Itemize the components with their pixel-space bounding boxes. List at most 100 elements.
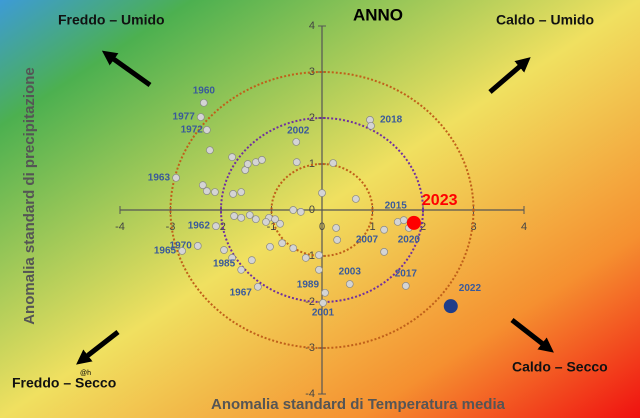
point: [229, 190, 237, 198]
point: [237, 188, 246, 196]
point-label: 1960: [193, 85, 216, 96]
point: [278, 239, 286, 247]
chart-title: ANNO: [353, 5, 403, 24]
point-label: 2017: [395, 269, 418, 280]
y-tick-label: -2: [305, 296, 315, 308]
point-label: 1967: [230, 287, 253, 298]
point-label: 2023: [422, 192, 458, 209]
point-label: 2007: [356, 234, 379, 245]
point-label: 2015: [385, 201, 408, 212]
point: [211, 188, 219, 196]
point-label: 1965: [154, 246, 177, 257]
point: [345, 280, 354, 288]
point: [172, 173, 180, 182]
point: [333, 236, 341, 244]
x-tick-label: 3: [470, 221, 476, 233]
x-tick-label: -2: [216, 221, 226, 233]
point-label: 1977: [173, 112, 196, 123]
point: [443, 299, 458, 314]
point: [178, 247, 186, 255]
point-label: 1972: [181, 125, 204, 136]
point: [237, 265, 246, 274]
point-label: 2002: [287, 126, 310, 137]
point-label: 1989: [297, 279, 320, 290]
point: [206, 146, 214, 155]
point: [254, 282, 262, 291]
point: [367, 121, 375, 130]
x-tick-label: 1: [369, 221, 375, 233]
y-axis-label: Anomalia standard di precipitazione: [21, 67, 38, 325]
point: [315, 265, 323, 274]
point: [289, 244, 298, 253]
point: [406, 215, 421, 230]
point-label: 1985: [213, 258, 236, 269]
point: [247, 256, 256, 264]
y-tick-label: -4: [305, 388, 315, 400]
point: [193, 242, 202, 250]
arrow: [101, 50, 152, 88]
point: [230, 212, 238, 220]
point: [220, 246, 228, 254]
point-label: 2003: [339, 267, 362, 278]
point: [301, 253, 310, 262]
point: [243, 160, 252, 168]
arrow: [76, 330, 120, 365]
point: [198, 181, 207, 190]
point: [271, 215, 279, 224]
point: [315, 251, 323, 259]
point: [321, 288, 329, 297]
corner-label: Caldo – Umido: [496, 12, 594, 28]
point: [266, 242, 274, 251]
point-label: 2018: [380, 114, 403, 125]
point: [401, 282, 410, 290]
point: [237, 213, 246, 222]
point: [292, 158, 301, 167]
point: [203, 187, 211, 195]
point: [228, 153, 236, 161]
reference-circle: [270, 163, 374, 257]
x-tick-label: -3: [166, 221, 176, 233]
point: [292, 138, 301, 146]
point: [212, 222, 220, 230]
reference-circle: [220, 117, 424, 303]
point: [258, 156, 266, 164]
point: [251, 215, 260, 224]
y-tick-label: -1: [305, 250, 315, 262]
point-label: 2022: [459, 283, 482, 294]
point-label: 2020: [398, 235, 421, 246]
arrow: [488, 57, 531, 94]
point: [380, 225, 388, 234]
point: [228, 253, 236, 262]
x-axis-label: Anomalia standard di Temperatura media: [211, 396, 506, 413]
point-label: 1963: [148, 172, 171, 183]
point-label: 1970: [170, 241, 193, 252]
y-tick-label: 0: [309, 204, 315, 216]
point: [199, 98, 208, 107]
point: [245, 211, 254, 219]
point-label: 1962: [188, 221, 211, 232]
point: [276, 219, 284, 228]
x-tick-label: 4: [521, 221, 527, 233]
corner-label: Freddo – Secco: [12, 375, 116, 391]
y-tick-label: -3: [305, 342, 315, 354]
x-tick-label: -4: [115, 221, 125, 233]
x-tick-label: 0: [319, 221, 325, 233]
y-tick-label: 4: [309, 20, 315, 32]
x-tick-label: -1: [267, 221, 277, 233]
point-label: 2001: [312, 308, 335, 319]
point: [380, 248, 388, 256]
point: [399, 216, 408, 224]
corner-label: Freddo – Umido: [58, 12, 165, 28]
point: [319, 299, 327, 307]
arrow: [510, 318, 554, 353]
x-tick-label: 2: [420, 221, 426, 233]
point: [203, 126, 211, 134]
point: [351, 195, 360, 203]
point: [262, 218, 270, 226]
corner-label: Caldo – Secco: [512, 359, 608, 375]
point: [289, 206, 298, 214]
point: [329, 159, 337, 167]
point: [196, 113, 205, 121]
